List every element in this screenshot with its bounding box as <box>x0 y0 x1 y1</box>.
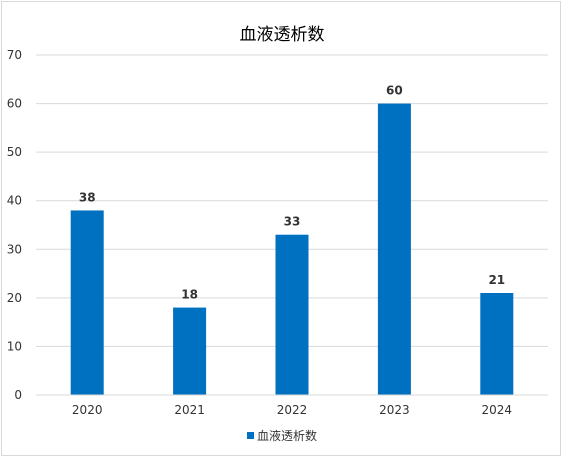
bar <box>377 103 411 396</box>
bar <box>70 210 104 395</box>
y-tick-label: 10 <box>7 339 22 353</box>
bar <box>173 307 207 395</box>
x-tick-label: 2022 <box>277 403 308 417</box>
data-label: 18 <box>181 288 198 302</box>
legend-swatch <box>246 432 254 439</box>
data-label: 60 <box>386 84 403 98</box>
data-label: 33 <box>284 215 301 229</box>
x-tick-label: 2020 <box>72 403 103 417</box>
y-tick-label: 60 <box>7 97 22 111</box>
y-tick-label: 30 <box>7 242 22 256</box>
chart-title: 血液透析数 <box>239 25 325 45</box>
bar <box>480 293 514 395</box>
y-tick-label: 50 <box>7 145 22 159</box>
y-tick-label: 0 <box>14 388 22 402</box>
legend: 血液透析数 <box>0 427 564 444</box>
data-label: 38 <box>79 190 96 204</box>
y-tick-label: 40 <box>7 194 22 208</box>
legend-label: 血液透析数 <box>256 429 317 443</box>
x-tick-label: 2021 <box>174 403 205 417</box>
y-tick-label: 70 <box>7 48 22 62</box>
bar <box>275 234 309 395</box>
y-tick-label: 20 <box>7 291 22 305</box>
data-label: 21 <box>488 273 505 287</box>
x-tick-label: 2023 <box>379 403 410 417</box>
x-tick-label: 2024 <box>482 403 513 417</box>
